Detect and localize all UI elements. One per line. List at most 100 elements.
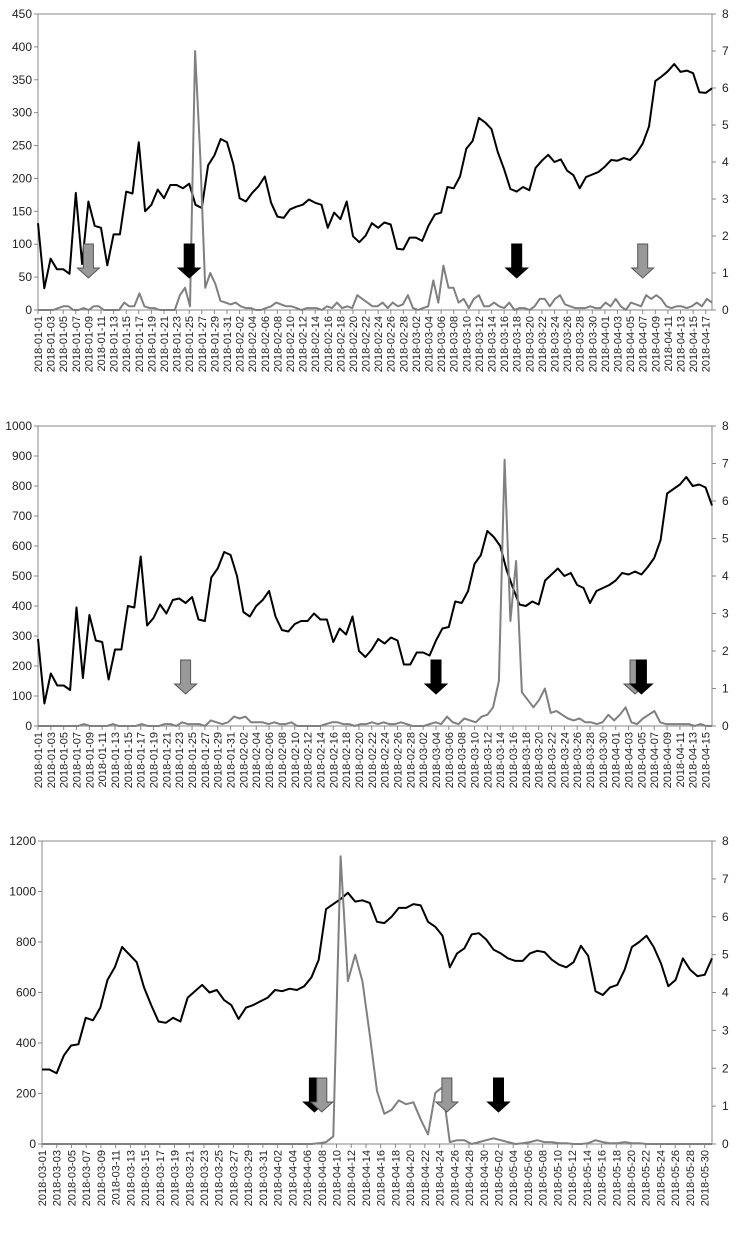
x-tick-label: 2018-03-11 bbox=[111, 1150, 123, 1205]
x-tick-label: 2018-03-16 bbox=[508, 732, 520, 788]
x-tick-label: 2018-02-10 bbox=[285, 316, 297, 372]
y-left-tick-label: 150 bbox=[12, 204, 32, 218]
y-right-tick-label: 6 bbox=[722, 494, 729, 508]
x-tick-label: 2018-04-03 bbox=[613, 316, 625, 372]
x-tick-label: 2018-05-02 bbox=[493, 1150, 505, 1206]
x-tick-label: 2018-04-28 bbox=[464, 1150, 476, 1206]
x-tick-label: 2018-01-23 bbox=[174, 732, 186, 788]
x-tick-label: 2018-04-13 bbox=[676, 316, 688, 372]
x-tick-label: 2018-03-12 bbox=[474, 316, 486, 372]
black-arrow-marker bbox=[423, 659, 449, 695]
y-left-tick-label: 400 bbox=[12, 40, 32, 54]
y-left-tick-label: 300 bbox=[12, 629, 32, 643]
x-tick-label: 2018-02-20 bbox=[348, 316, 360, 372]
x-tick-label: 2018-01-13 bbox=[110, 732, 122, 788]
x-tick-label: 2018-01-25 bbox=[184, 316, 196, 372]
x-tick-label: 2018-03-14 bbox=[495, 732, 507, 788]
y-right-tick-label: 7 bbox=[722, 872, 729, 886]
x-tick-label: 2018-01-31 bbox=[222, 316, 234, 372]
x-tick-label: 2018-03-28 bbox=[585, 732, 597, 788]
series-line-right-axis bbox=[42, 855, 712, 1145]
x-tick-label: 2018-03-04 bbox=[431, 732, 443, 788]
y-right-tick-label: 2 bbox=[722, 229, 729, 243]
y-left-tick-label: 100 bbox=[12, 237, 32, 251]
y-left-tick-label: 600 bbox=[12, 539, 32, 553]
x-tick-label: 2018-05-04 bbox=[508, 1150, 520, 1206]
x-tick-label: 2018-01-21 bbox=[161, 732, 173, 788]
gray-arrow-marker bbox=[76, 243, 101, 279]
x-tick-label: 2018-03-22 bbox=[537, 316, 549, 372]
x-tick-label: 2018-01-25 bbox=[187, 732, 199, 788]
y-right-tick-label: 0 bbox=[722, 303, 729, 317]
x-tick-label: 2018-01-03 bbox=[46, 316, 58, 372]
x-tick-label: 2018-01-31 bbox=[226, 732, 238, 788]
x-tick-label: 2018-02-16 bbox=[328, 732, 340, 788]
series-line-right-axis bbox=[38, 458, 712, 727]
x-tick-label: 2018-01-01 bbox=[33, 732, 45, 788]
y-right-tick-label: 8 bbox=[722, 834, 729, 848]
x-tick-label: 2018-05-28 bbox=[685, 1150, 697, 1206]
x-tick-label: 2018-03-19 bbox=[170, 1150, 182, 1206]
x-tick-label: 2018-04-07 bbox=[638, 316, 650, 372]
x-tick-label: 2018-02-10 bbox=[290, 732, 302, 788]
y-right-tick-label: 3 bbox=[722, 192, 729, 206]
x-tick-label: 2018-03-21 bbox=[184, 1150, 196, 1206]
y-right-tick-label: 5 bbox=[722, 532, 729, 546]
x-tick-label: 2018-02-14 bbox=[315, 732, 327, 788]
x-tick-label: 2018-04-09 bbox=[650, 316, 662, 372]
x-tick-label: 2018-05-30 bbox=[700, 1150, 712, 1206]
x-tick-label: 2018-04-14 bbox=[361, 1150, 373, 1206]
x-tick-label: 2018-02-28 bbox=[405, 732, 417, 788]
x-tick-label: 2018-03-26 bbox=[572, 732, 584, 788]
x-tick-label: 2018-03-13 bbox=[125, 1150, 137, 1206]
y-left-tick-label: 50 bbox=[19, 270, 33, 284]
y-right-tick-label: 4 bbox=[722, 155, 729, 169]
x-tick-label: 2018-03-18 bbox=[512, 316, 524, 372]
x-tick-label: 2018-05-22 bbox=[641, 1150, 653, 1206]
x-tick-label: 2018-02-04 bbox=[247, 316, 259, 372]
black-arrow-marker bbox=[486, 1077, 511, 1113]
x-tick-label: 2018-03-24 bbox=[559, 732, 571, 788]
x-tick-label: 2018-02-12 bbox=[303, 732, 315, 788]
y-left-tick-label: 900 bbox=[12, 449, 32, 463]
y-right-tick-label: 1 bbox=[722, 1099, 729, 1113]
x-tick-label: 2018-03-24 bbox=[550, 316, 562, 372]
x-tick-label: 2018-03-14 bbox=[487, 316, 499, 372]
x-tick-label: 2018-02-12 bbox=[298, 316, 310, 372]
plot-frame bbox=[41, 840, 713, 1145]
x-tick-label: 2018-04-15 bbox=[701, 732, 713, 788]
x-tick-label: 2018-02-02 bbox=[235, 316, 247, 372]
x-tick-label: 2018-03-30 bbox=[587, 316, 599, 372]
x-tick-label: 2018-03-02 bbox=[418, 732, 430, 788]
x-tick-label: 2018-01-05 bbox=[59, 732, 71, 788]
x-tick-label: 2018-02-18 bbox=[335, 316, 347, 372]
x-tick-label: 2018-04-18 bbox=[390, 1150, 402, 1206]
x-tick-label: 2018-03-04 bbox=[424, 316, 436, 372]
series-line-left-axis bbox=[37, 476, 713, 705]
x-tick-label: 2018-01-05 bbox=[58, 316, 70, 372]
x-tick-label: 2018-04-05 bbox=[636, 732, 648, 788]
x-tick-label: 2018-04-01 bbox=[600, 316, 612, 372]
x-tick-label: 2018-04-08 bbox=[317, 1150, 329, 1206]
x-tick-label: 2018-03-15 bbox=[140, 1150, 152, 1206]
gray-arrow-marker bbox=[173, 659, 198, 695]
x-tick-label: 2018-01-09 bbox=[84, 732, 96, 788]
x-tick-label: 2018-02-06 bbox=[264, 732, 276, 788]
x-tick-label: 2018-02-06 bbox=[260, 316, 272, 372]
x-tick-label: 2018-03-31 bbox=[258, 1150, 270, 1206]
y-right-tick-label: 1 bbox=[722, 682, 729, 696]
x-tick-label: 2018-03-06 bbox=[436, 316, 448, 372]
y-right-tick-label: 1 bbox=[722, 266, 729, 280]
x-tick-label: 2018-03-03 bbox=[52, 1150, 64, 1206]
x-tick-label: 2018-01-17 bbox=[136, 732, 148, 788]
y-left-tick-label: 1000 bbox=[5, 419, 32, 433]
x-tick-label: 2018-05-12 bbox=[567, 1150, 579, 1206]
y-right-tick-label: 2 bbox=[722, 644, 729, 658]
plot-frame bbox=[37, 13, 713, 311]
x-tick-label: 2018-04-05 bbox=[625, 316, 637, 372]
y-right-tick-label: 0 bbox=[722, 1137, 729, 1151]
x-tick-label: 2018-05-26 bbox=[670, 1150, 682, 1206]
x-tick-label: 2018-05-06 bbox=[523, 1150, 535, 1206]
y-left-tick-label: 0 bbox=[25, 303, 32, 317]
x-tick-label: 2018-05-10 bbox=[552, 1150, 564, 1206]
